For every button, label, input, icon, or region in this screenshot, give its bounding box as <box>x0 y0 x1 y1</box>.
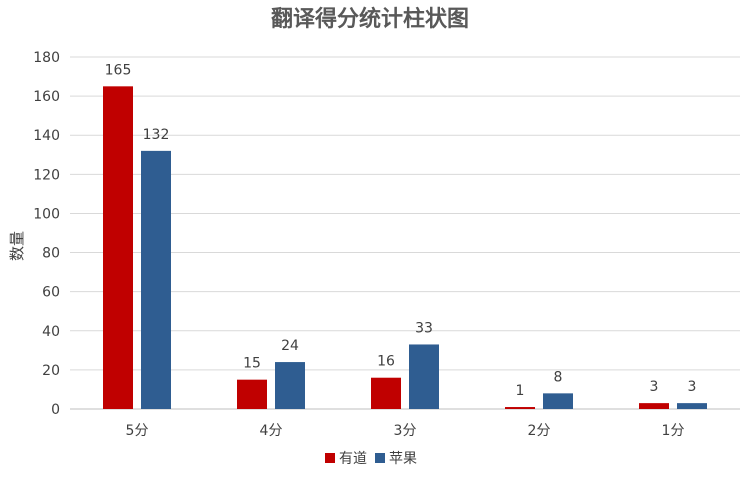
y-tick-label: 100 <box>33 206 60 222</box>
bars <box>103 86 707 409</box>
data-label: 165 <box>105 62 132 78</box>
x-axis-ticks: 5分 4分 3分 2分 1分 <box>126 423 685 439</box>
y-tick-label: 40 <box>42 324 60 340</box>
legend-swatch <box>325 453 335 463</box>
y-tick-label: 20 <box>42 363 60 379</box>
bar <box>505 407 535 409</box>
y-tick-label: 80 <box>42 246 60 262</box>
legend: 有道 苹果 <box>325 451 417 467</box>
legend-label: 苹果 <box>389 451 417 467</box>
y-tick-label: 60 <box>42 285 60 301</box>
bar <box>543 393 573 409</box>
data-label: 16 <box>377 354 395 370</box>
legend-label: 有道 <box>339 451 367 467</box>
legend-swatch <box>375 453 385 463</box>
data-label: 1 <box>516 383 525 399</box>
y-axis-ticks: 0 20 40 60 80 100 120 140 160 180 <box>33 50 60 418</box>
bar <box>141 150 171 409</box>
data-label: 15 <box>243 356 261 372</box>
data-label: 24 <box>281 338 299 354</box>
bar <box>237 379 267 409</box>
bar <box>275 362 305 409</box>
x-tick-label: 5分 <box>126 423 149 439</box>
bar <box>409 344 439 409</box>
bar <box>639 403 669 409</box>
data-label: 132 <box>143 127 170 143</box>
chart-title: 翻译得分统计柱状图 <box>271 6 469 32</box>
gridlines <box>70 56 740 410</box>
data-label: 8 <box>554 369 563 385</box>
bar <box>677 403 707 409</box>
x-tick-label: 4分 <box>260 423 283 439</box>
bar <box>371 377 401 409</box>
data-label: 33 <box>415 320 433 336</box>
y-tick-label: 0 <box>51 402 60 418</box>
data-label: 3 <box>650 379 659 395</box>
y-tick-label: 160 <box>33 89 60 105</box>
x-tick-label: 2分 <box>528 423 551 439</box>
x-tick-label: 1分 <box>662 423 685 439</box>
y-tick-label: 120 <box>33 167 60 183</box>
x-tick-label: 3分 <box>394 423 417 439</box>
y-tick-label: 180 <box>33 50 60 66</box>
data-label: 3 <box>688 379 697 395</box>
y-axis-title: 数量 <box>8 231 26 261</box>
bar <box>103 86 133 409</box>
y-tick-label: 140 <box>33 128 60 144</box>
